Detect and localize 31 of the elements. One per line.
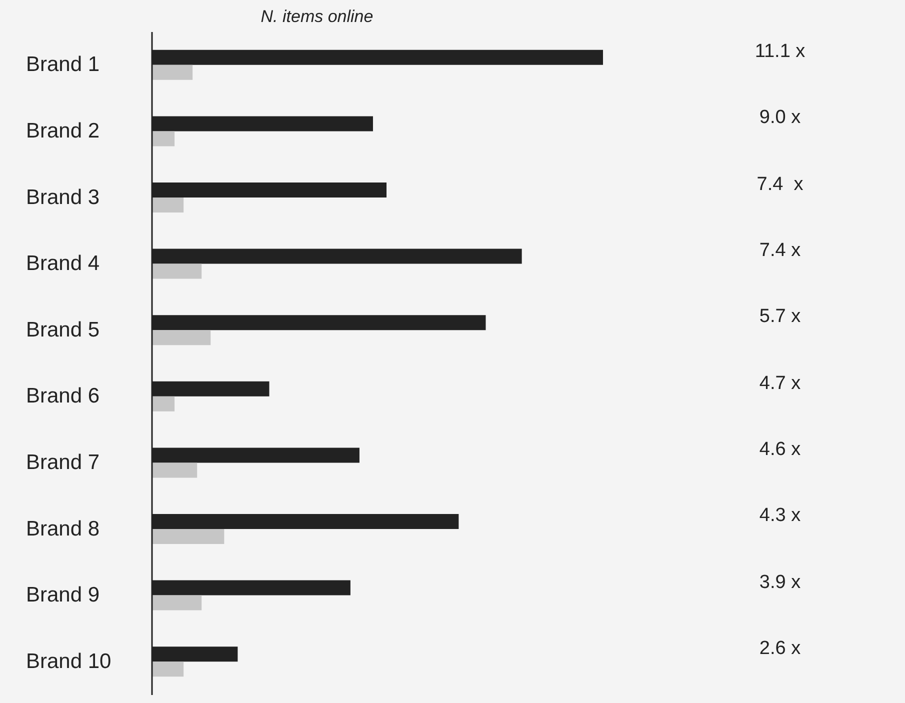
y-tick-label: Brand 2 (26, 119, 100, 142)
text: 3.9 x (758, 572, 802, 594)
text: 9.0 x (758, 107, 802, 130)
bar (152, 64, 193, 80)
y-tick-label: Brand 5 (26, 318, 100, 342)
y-tick-label: Brand 3 (26, 186, 100, 209)
y-tick-label: Brand 9 (26, 584, 100, 607)
bar (152, 131, 175, 146)
bar (152, 529, 224, 544)
chart-title: N. items online (260, 7, 374, 27)
y-tick-label: Brand 4 (26, 252, 100, 276)
text: 4.7 x (758, 372, 802, 395)
bar (152, 662, 184, 677)
text: 7.4 x (758, 240, 802, 262)
text: 2.6 x (758, 638, 802, 660)
bar (152, 330, 211, 346)
bar (152, 264, 202, 279)
bar (152, 198, 184, 212)
text: 5.7 x (758, 306, 802, 328)
y-tick-label: Brand 8 (26, 517, 100, 540)
text: 11.1 x (754, 41, 806, 64)
text: 4.3 x (758, 505, 802, 528)
text: 4.6 x (758, 438, 802, 461)
y-tick-label: Brand 10 (26, 650, 112, 673)
bar (152, 396, 175, 412)
y-tick-label: Brand 6 (26, 384, 100, 408)
bar (152, 595, 202, 610)
text: 7.4 x (756, 174, 804, 196)
y-tick-label: Brand 7 (26, 450, 100, 474)
bar (152, 462, 198, 478)
y-tick-label: Brand 1 (26, 53, 100, 76)
